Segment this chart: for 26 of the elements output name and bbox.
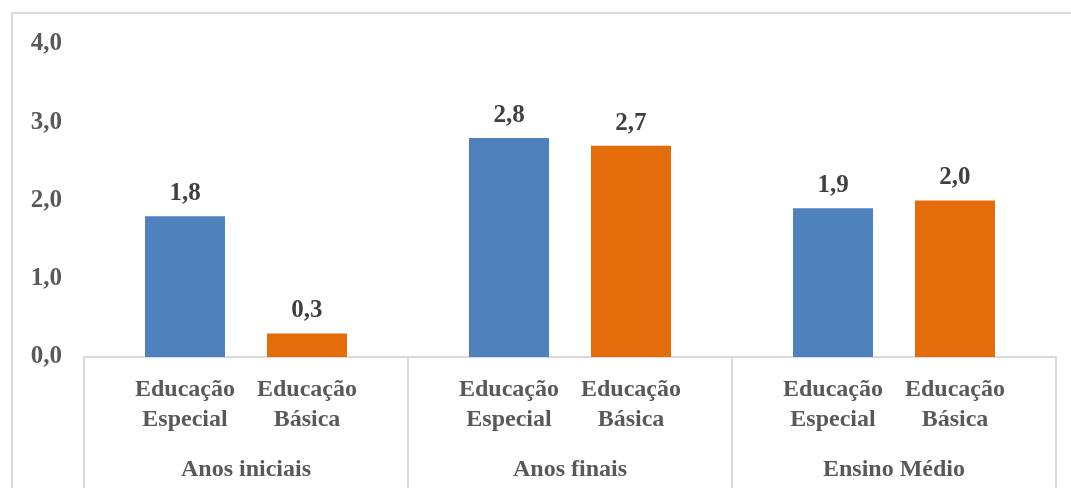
text: Educação Básica [904, 375, 1005, 432]
x-tick-label: Anos finais [512, 454, 628, 481]
bar [145, 216, 226, 357]
x-tick-label: Ensino Médio [822, 454, 966, 481]
text: Educação Básica [580, 375, 681, 432]
data-label: 0,3 [291, 295, 323, 323]
data-label: 2,7 [615, 107, 647, 135]
bar [266, 333, 347, 357]
data-label: 1,9 [817, 170, 849, 198]
data-label: 2,0 [939, 162, 971, 190]
data-label: 2,8 [493, 99, 525, 127]
data-label: 1,8 [169, 178, 201, 206]
text: Educação Especial [783, 375, 884, 432]
bar [590, 145, 671, 357]
series-label: Educação Especial [135, 375, 236, 432]
y-tick-label: 3,0 [30, 106, 62, 134]
bar [793, 208, 874, 357]
y-tick-label: 0,0 [30, 341, 62, 369]
y-tick-label: 4,0 [30, 28, 62, 56]
y-tick-label: 2,0 [30, 184, 62, 212]
x-tick-label: Anos iniciais [180, 454, 312, 481]
y-tick-label: 1,0 [30, 263, 62, 291]
series-label: Educação Básica [256, 375, 357, 432]
bar [914, 200, 995, 357]
text: Educação Especial [459, 375, 560, 432]
bar [469, 137, 550, 357]
